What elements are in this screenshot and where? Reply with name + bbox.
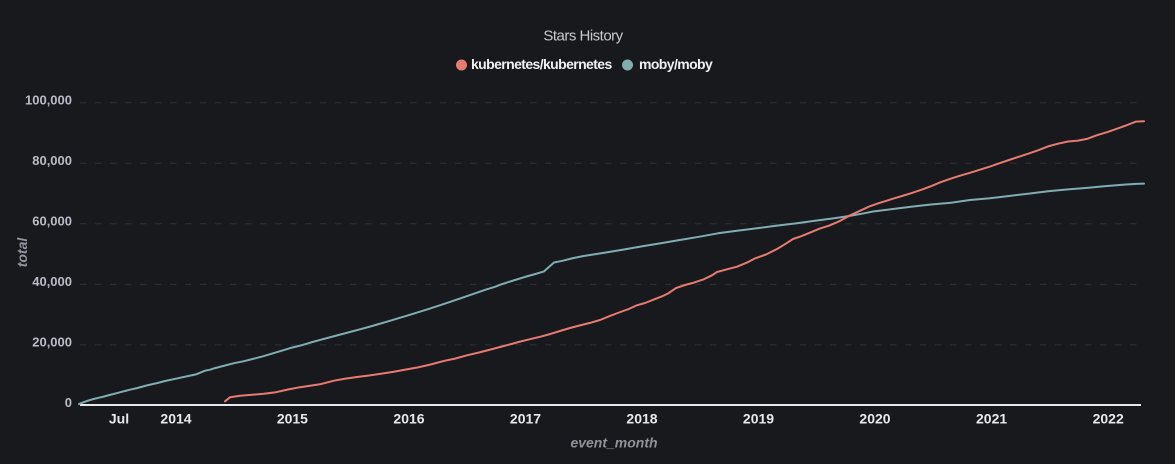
svg-text:80,000: 80,000 [32,153,72,168]
svg-text:100,000: 100,000 [25,92,72,107]
svg-text:2017: 2017 [510,411,541,427]
svg-text:2015: 2015 [277,411,308,427]
svg-text:60,000: 60,000 [32,213,72,228]
svg-text:Stars History: Stars History [543,28,623,45]
svg-text:Jul: Jul [109,411,129,427]
svg-text:20,000: 20,000 [32,335,72,350]
svg-text:2016: 2016 [393,411,424,427]
svg-text:2019: 2019 [743,411,774,427]
svg-text:event_month: event_month [570,435,657,451]
svg-text:2014: 2014 [160,411,191,427]
svg-text:40,000: 40,000 [32,274,72,289]
svg-text:kubernetes/kubernetes: kubernetes/kubernetes [471,56,612,72]
svg-text:2021: 2021 [976,411,1007,427]
svg-text:0: 0 [65,395,72,410]
svg-text:2020: 2020 [859,411,890,427]
svg-text:2018: 2018 [626,411,657,427]
svg-text:total: total [14,237,30,268]
svg-text:moby/moby: moby/moby [639,56,713,72]
svg-text:2022: 2022 [1093,411,1124,427]
